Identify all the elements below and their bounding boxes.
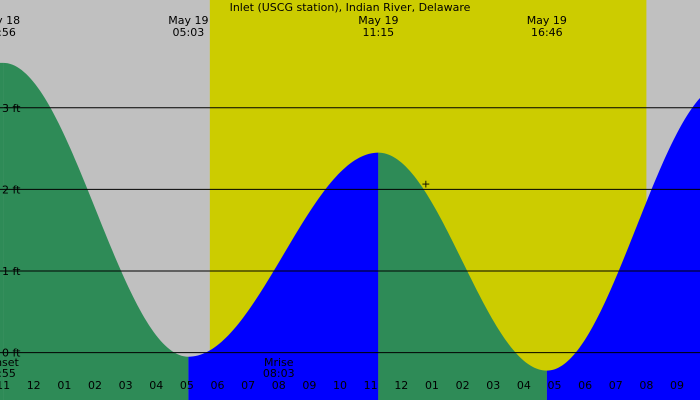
extreme-time-label: 05:03 [173,26,205,39]
x-tick-label: 03 [486,379,500,392]
y-tick-label: 1 ft [2,265,21,278]
x-tick-label: 10 [333,379,347,392]
x-tick-label: 01 [425,379,439,392]
x-tick-label: 07 [609,379,623,392]
extreme-time-label: 16:46 [531,26,563,39]
x-tick-label: 04 [517,379,531,392]
height-tick-labels: 0 ft 1 ft 2 ft 3 ft [2,102,21,360]
y-tick-label: 3 ft [2,102,21,115]
x-tick-label: 07 [241,379,255,392]
x-tick-label: 03 [119,379,133,392]
falling-tide-area [0,62,4,400]
x-tick-label: 08 [272,379,286,392]
x-tick-label: 08 [639,379,653,392]
x-tick-label: 11 [0,379,10,392]
current-time-marker: + [421,178,430,191]
x-tick-label: 02 [88,379,102,392]
x-tick-label: 09 [670,379,684,392]
x-tick-label: 05 [547,379,561,392]
falling-tide-area [378,152,547,400]
x-tick-label: 12 [27,379,41,392]
extreme-time-label: 11:15 [362,26,394,39]
event-time-label: 08:03 [263,367,295,380]
tide-areas [0,62,700,400]
extreme-date-label: May 19 [168,14,208,27]
event-name-label: Sunset [0,356,20,369]
event-name-label: Mrise [264,356,294,369]
y-tick-label: 0 ft [2,347,21,360]
x-tick-label: 04 [149,379,163,392]
extreme-date-label: May 18 [0,14,20,27]
x-tick-label: 12 [394,379,408,392]
extreme-date-label: May 19 [358,14,398,27]
extreme-time-label: 23:56 [0,26,16,39]
event-time-label: 20:55 [0,367,16,380]
falling-tide-area [3,62,189,400]
height-gridlines [0,107,700,354]
x-tick-label: 11 [364,379,378,392]
x-tick-label: 09 [302,379,316,392]
x-tick-label: 05 [180,379,194,392]
extreme-date-label: May 19 [527,14,567,27]
y-tick-label: 2 ft [2,183,21,196]
x-tick-label: 01 [57,379,71,392]
x-tick-label: 06 [578,379,592,392]
x-tick-label: 02 [456,379,470,392]
rising-tide-area [188,152,379,400]
rising-tide-area [546,97,700,400]
x-tick-label: 06 [211,379,225,392]
hour-tick-labels: 11 12 01 02 03 04 05 06 07 08 09 10 11 12 01 02 03 04 05 06… [0,379,684,392]
current-time-marker-group: + [421,178,430,191]
chart-title: Inlet (USCG station), Indian River, Dela… [230,1,471,14]
